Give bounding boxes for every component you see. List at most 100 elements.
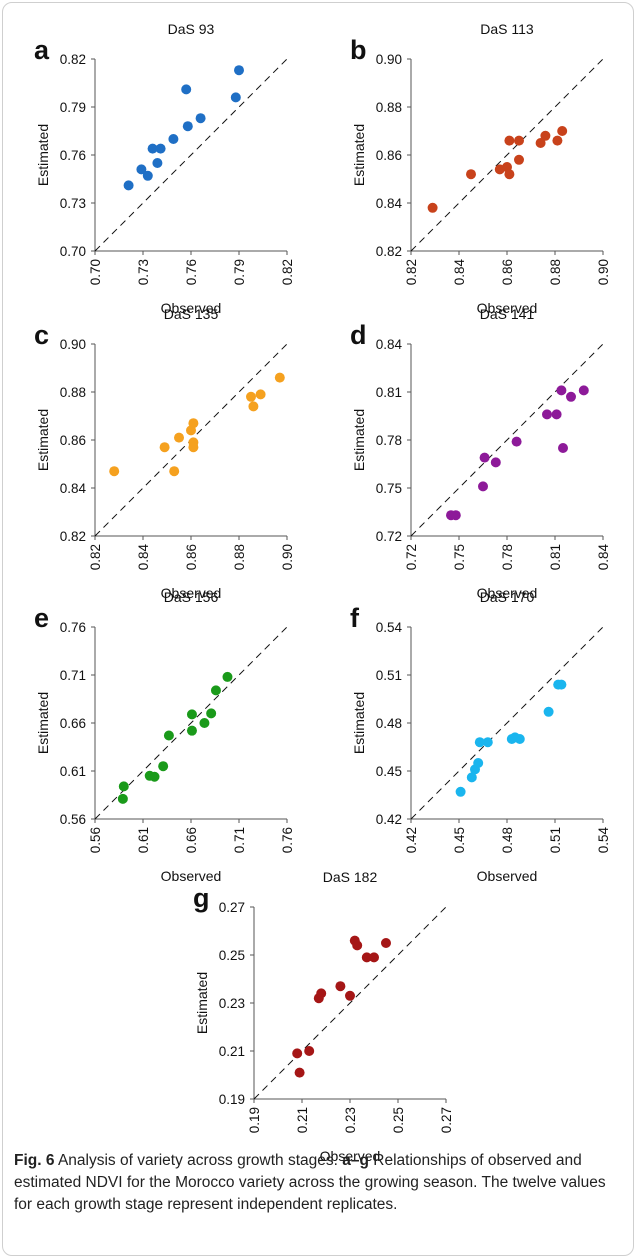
panel-c-y-tick-label: 0.84 [60,481,87,496]
panel-f-data-point [543,706,554,717]
panel-f-x-tick-label: 0.51 [548,827,563,853]
panel-f-y-tick-label: 0.45 [376,764,402,779]
panel-f-y-tick-label: 0.51 [376,668,402,683]
panel-g: g DaS 182 0.19 0.21 0.23 0.25 0.27 0.19 0.21 0.23… [193,869,454,1164]
panel-b-y-tick-label: 0.86 [376,148,402,163]
panel-b-x-tick-label: 0.82 [404,259,419,285]
panel-a-data-point [155,143,166,154]
panel-g-y-tick-label: 0.25 [219,948,245,963]
panel-a-letter: a [34,35,50,65]
panel-f-data-point [455,786,466,797]
panel-d-data-point [542,409,552,420]
panel-e-x-label: Observed [161,868,222,884]
panel-g-reference-line [253,906,447,1100]
panel-g-x-label: Observed [320,1148,381,1164]
panel-b-data-point [552,135,563,146]
panel-d-x-tick-label: 0.84 [596,544,611,571]
panel-g-title: DaS 182 [323,869,378,885]
panel-c-title: DaS 135 [164,306,219,322]
panel-g-data-point [316,988,327,999]
panel-a-data-point [181,84,192,95]
panel-e-data-point [210,685,221,696]
panel-e: e DaS 156 0.56 0.61 0.66 0.71 0.76 0.56 0.61 0.66… [34,589,295,884]
panel-a-data-point [123,180,134,191]
panel-g-x-tick-label: 0.27 [439,1107,454,1133]
panel-f-x-tick-label: 0.45 [452,827,467,853]
panel-f-y-tick-label: 0.54 [376,620,403,635]
panel-a-x-label: Observed [161,300,222,316]
caption-panel-range: a–g [342,1152,369,1169]
panel-c-y-tick-label: 0.90 [60,337,86,352]
panel-d-data-point [478,481,488,492]
panel-a-data-point [234,65,244,76]
panel-b-y-tick-label: 0.82 [376,244,402,259]
panel-g-data-point [294,1067,305,1078]
panel-d-x-tick-label: 0.78 [500,544,515,570]
panel-g-x-tick-label: 0.21 [295,1107,310,1133]
panel-d-data-point [511,436,522,447]
panel-d-title: DaS 141 [480,306,535,322]
panel-g-letter: g [193,883,210,913]
panel-g-y-label: Estimated [194,972,210,1034]
panel-e-data-point [186,709,197,720]
panel-g-data-point [304,1046,315,1056]
panel-b-y-tick-label: 0.84 [376,196,403,211]
panel-a-y-tick-label: 0.82 [60,52,86,67]
panel-d-data-point [566,391,576,402]
panel-c-x-tick-label: 0.90 [280,544,295,570]
panel-f-data-point [466,772,477,783]
panel-c-letter: c [34,320,49,350]
panel-e-y-tick-label: 0.56 [60,812,86,827]
panel-c-data-point [188,418,199,429]
panel-b-x-label: Observed [477,300,538,316]
panel-c-data-point [246,391,256,402]
panel-g-data-point [335,981,346,992]
panel-b: b DaS 113 0.82 0.84 0.86 0.88 0.90 0.82 0.84 0.86… [350,21,611,316]
caption-fig-label: Fig. 6 [14,1152,55,1169]
panel-f-x-tick-label: 0.48 [500,827,515,853]
panel-c-y-tick-label: 0.88 [60,385,86,400]
panel-e-data-point [149,771,160,782]
panel-a-data-point [147,143,158,154]
panel-f-data-point [474,737,485,748]
panel-a-x-tick-label: 0.79 [232,259,247,285]
panel-a-data-point [168,134,179,144]
panel-f-y-label: Estimated [351,692,367,754]
panel-c-x-tick-label: 0.84 [136,544,151,571]
panel-b-x-tick-label: 0.86 [500,259,515,285]
panel-a-data-point [195,113,206,124]
panel-e-data-point [158,761,169,772]
panel-d-data-point [556,385,567,396]
panel-b-x-tick-label: 0.84 [452,259,467,286]
panel-e-x-tick-label: 0.66 [184,827,199,853]
panel-a-x-tick-label: 0.82 [280,259,295,285]
panel-a-x-tick-label: 0.70 [88,259,103,285]
panel-b-data-point [535,138,546,148]
panel-g-data-point [345,990,355,1001]
panel-c-x-tick-label: 0.88 [232,544,247,570]
panel-e-y-tick-label: 0.66 [60,716,86,731]
panel-c-data-point [159,442,170,453]
panel-f-reference-line [410,626,604,820]
panel-d-y-tick-label: 0.84 [376,337,403,352]
panel-g-data-point [369,952,379,963]
panel-b-x-tick-label: 0.88 [548,259,563,285]
panel-d-y-tick-label: 0.78 [376,433,402,448]
panel-d-x-label: Observed [477,585,538,601]
panel-g-y-tick-label: 0.27 [219,900,245,915]
caption-title: Analysis of variety across growth stages… [57,1152,338,1169]
panel-b-x-tick-label: 0.90 [596,259,611,285]
panel-c: c DaS 135 0.82 0.84 0.86 0.88 0.90 0.82 0.84 0.86… [34,306,295,601]
caption-body: Relationships of observed and estimated … [14,1152,606,1213]
panel-c-data-point [174,432,184,443]
panel-a-data-point [136,164,147,175]
panel-d-data-point [479,452,490,463]
panel-f-data-point [514,734,525,744]
panel-e-x-tick-label: 0.56 [88,827,103,853]
panel-f-title: DaS 170 [480,589,535,605]
panel-a-x-tick-label: 0.73 [136,259,151,285]
panel-e-data-point [199,718,210,728]
panel-c-data-point [169,466,180,477]
panel-e-x-tick-label: 0.76 [280,827,295,853]
